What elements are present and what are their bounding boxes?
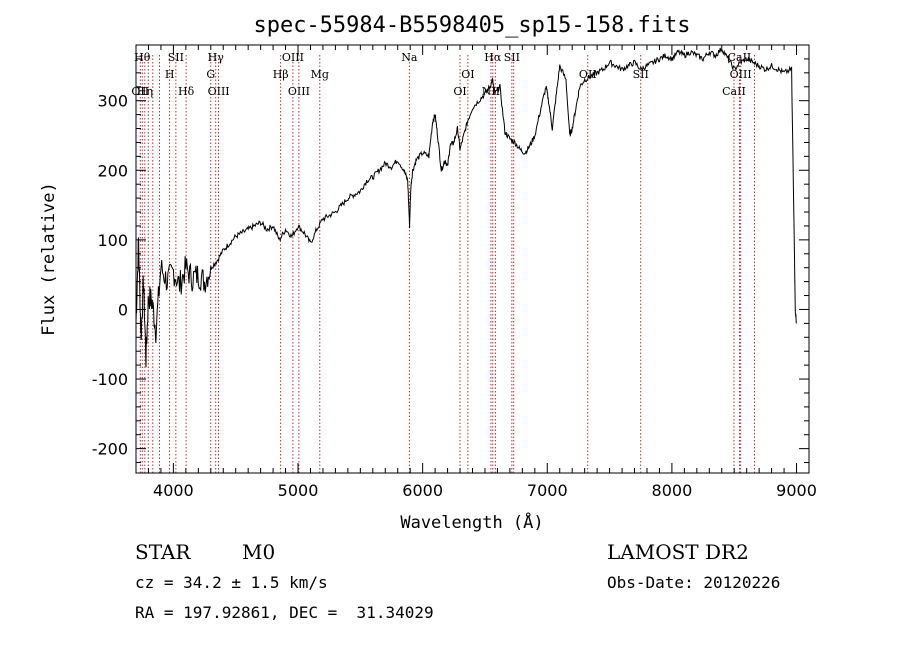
y-tick-label: -200 [92, 440, 128, 459]
plot-frame [135, 44, 810, 474]
line-marker-label: CaII [722, 85, 746, 98]
line-marker-label: OI [461, 68, 474, 81]
x-tick-label: 4000 [153, 481, 194, 500]
spectrum-chart: spec-55984-B5598405_sp15-158.fits Hθ OII H… [39, 13, 817, 533]
line-marker-label: OI [453, 85, 466, 98]
line-marker-label: G [206, 68, 215, 81]
y-tick-label: 100 [97, 231, 128, 250]
x-tick-label: 5000 [278, 481, 319, 500]
spectrum-line [135, 47, 797, 368]
line-marker-label: Hη [137, 85, 153, 98]
object-subclass: M0 [242, 540, 276, 564]
y-tick-label: 300 [97, 92, 128, 111]
line-marker-label: Mg [311, 68, 329, 81]
line-marker-label: OIII [208, 85, 230, 98]
x-axis-label: Wavelength (Å) [400, 511, 543, 533]
line-marker-label: OIII [288, 85, 310, 98]
x-tick-label: 9000 [776, 481, 817, 500]
line-marker-label: Hθ [134, 51, 151, 64]
line-marker-label: SII [504, 51, 520, 64]
line-marker-label: H [165, 68, 175, 81]
x-tick-label: 8000 [652, 481, 693, 500]
y-axis-label: Flux (relative) [39, 182, 59, 336]
line-marker-label: Hα [484, 51, 502, 64]
y-tick-label: 0 [118, 300, 128, 319]
line-marker-label: OIII [282, 51, 304, 64]
line-marker-label: Hγ [208, 51, 225, 64]
spectral-line-markers: HθOIIHηHSIIHδGHγOIIIHβOIIIOIIIMgNaOIOINI… [131, 51, 755, 473]
x-tick-label: 6000 [402, 481, 443, 500]
line-marker-label: Hβ [273, 68, 289, 81]
y-tick-label: -100 [92, 370, 128, 389]
observation-date: Obs-Date: 20120226 [607, 573, 781, 592]
line-marker-label: Na [401, 51, 418, 64]
object-class: STAR [135, 540, 191, 564]
line-marker-label: CaII [728, 51, 752, 64]
line-marker-label: SII [168, 51, 184, 64]
axis-ticks: 4000 5000 6000 7000 8000 9000 -200 -100 0 100 200 3… [92, 45, 817, 500]
line-marker-label: Hδ [178, 85, 195, 98]
redshift-velocity: cz = 34.2 ± 1.5 km/s [135, 573, 328, 592]
sky-coordinates: RA = 197.92861, DEC = 31.34029 [135, 603, 434, 622]
line-marker-label: OII [579, 68, 597, 81]
line-marker-label: OIII [730, 68, 752, 81]
x-tick-label: 7000 [527, 481, 568, 500]
survey-name: LAMOST DR2 [607, 540, 749, 564]
line-marker-label: SII [633, 68, 649, 81]
y-tick-label: 200 [97, 161, 128, 180]
chart-title: spec-55984-B5598405_sp15-158.fits [253, 13, 690, 38]
